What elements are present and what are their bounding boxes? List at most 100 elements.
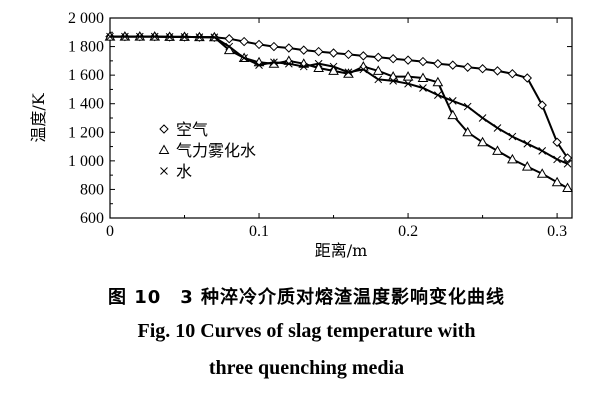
plot-frame [109, 17, 573, 219]
x-tick-label: 0.2 [398, 223, 418, 240]
data-point [313, 46, 324, 57]
data-point [223, 44, 235, 55]
data-point [389, 77, 398, 85]
data-point [462, 126, 474, 137]
data-point [492, 145, 503, 155]
figure-caption-chinese: 图 10 3 种淬冷介质对熔渣温度影响变化曲线 [107, 287, 506, 308]
data-point [210, 33, 219, 42]
data-point [537, 100, 547, 110]
data-point [402, 71, 414, 81]
data-point [299, 45, 309, 55]
data-point [552, 137, 562, 147]
data-point [562, 182, 573, 192]
data-point [240, 54, 248, 62]
data-point [538, 147, 547, 155]
legend-label: 空气 [176, 120, 208, 139]
data-point [328, 48, 339, 58]
data-point [343, 49, 354, 60]
data-point [551, 176, 563, 187]
data-point [562, 153, 573, 163]
axes: 600 800 1 000 1 200 1 400 1 600 1 800 2 000 0 0.1… [29, 10, 573, 260]
data-point [195, 33, 204, 41]
data-point [447, 109, 459, 120]
series-line [110, 35, 568, 165]
data-point [492, 66, 503, 76]
y-tick-label: 1 400 [68, 96, 104, 113]
data-point [478, 114, 487, 122]
x-tick-label: 0.3 [547, 223, 567, 240]
data-point [135, 32, 144, 41]
data-point [507, 153, 518, 164]
data-point [432, 76, 444, 87]
data-point [373, 52, 383, 62]
data-point [180, 33, 189, 41]
data-point [522, 73, 532, 83]
data-point [477, 136, 488, 147]
data-point [418, 56, 428, 67]
series-line [110, 35, 569, 159]
y-tick-label: 800 [80, 181, 104, 198]
chart: 600 800 1 000 1 200 1 400 1 600 1 800 2 000 0 0.1… [29, 10, 573, 260]
data-point [328, 65, 339, 75]
data-point [553, 155, 561, 164]
legend-marker [160, 167, 168, 175]
data-point [563, 159, 572, 168]
x-axis-label: 距离/m [315, 241, 368, 260]
y-tick-label: 1 800 [68, 39, 104, 56]
data-point [404, 79, 412, 88]
legend-label: 水 [176, 162, 192, 181]
data-point [507, 69, 518, 79]
data-point [358, 51, 369, 61]
data-point [150, 32, 159, 41]
data-point [508, 132, 517, 141]
data-point [448, 97, 457, 105]
data-point [536, 168, 548, 178]
data-point [239, 36, 249, 47]
data-point [433, 59, 443, 69]
data-point [521, 161, 533, 171]
data-point [299, 62, 308, 71]
data-point [388, 54, 398, 64]
data-point [477, 64, 488, 74]
data-point [284, 59, 293, 68]
data-point [419, 84, 427, 92]
y-tick-label: 1 200 [68, 124, 104, 141]
data-point [254, 39, 264, 50]
data-point [269, 41, 279, 52]
x-tick-label: 0.1 [249, 223, 269, 240]
data-point [225, 42, 234, 51]
data-point [314, 59, 323, 68]
y-tick-label: 1 000 [68, 153, 104, 170]
figure-caption-english-line2: three quenching media [208, 357, 405, 379]
data-point [313, 62, 325, 72]
data-point [493, 124, 502, 132]
y-tick-label: 1 600 [68, 67, 104, 84]
series-layer [104, 31, 573, 192]
data-point [448, 60, 458, 70]
data-point [463, 102, 472, 111]
data-point [329, 62, 338, 71]
data-point [255, 61, 263, 69]
y-tick-label: 600 [80, 210, 104, 227]
data-point [434, 91, 442, 99]
data-point [106, 32, 114, 41]
data-point [344, 68, 353, 77]
data-point [121, 32, 129, 41]
data-point [372, 65, 384, 75]
data-point [374, 75, 383, 84]
data-point [462, 62, 473, 72]
legend-marker [159, 124, 169, 134]
legend-label: 气力雾化水 [176, 141, 256, 160]
data-point [270, 58, 278, 67]
figure-caption-english-line1: Fig. 10 Curves of slag temperature with [137, 320, 476, 342]
data-point [359, 65, 368, 74]
data-point [417, 72, 429, 82]
y-tick-label: 2 000 [68, 10, 104, 27]
series-cross [106, 32, 572, 168]
x-tick-label: 0 [106, 223, 114, 240]
data-point [165, 33, 174, 41]
data-point [284, 43, 294, 53]
legend-marker [158, 144, 170, 154]
data-point [224, 34, 234, 44]
